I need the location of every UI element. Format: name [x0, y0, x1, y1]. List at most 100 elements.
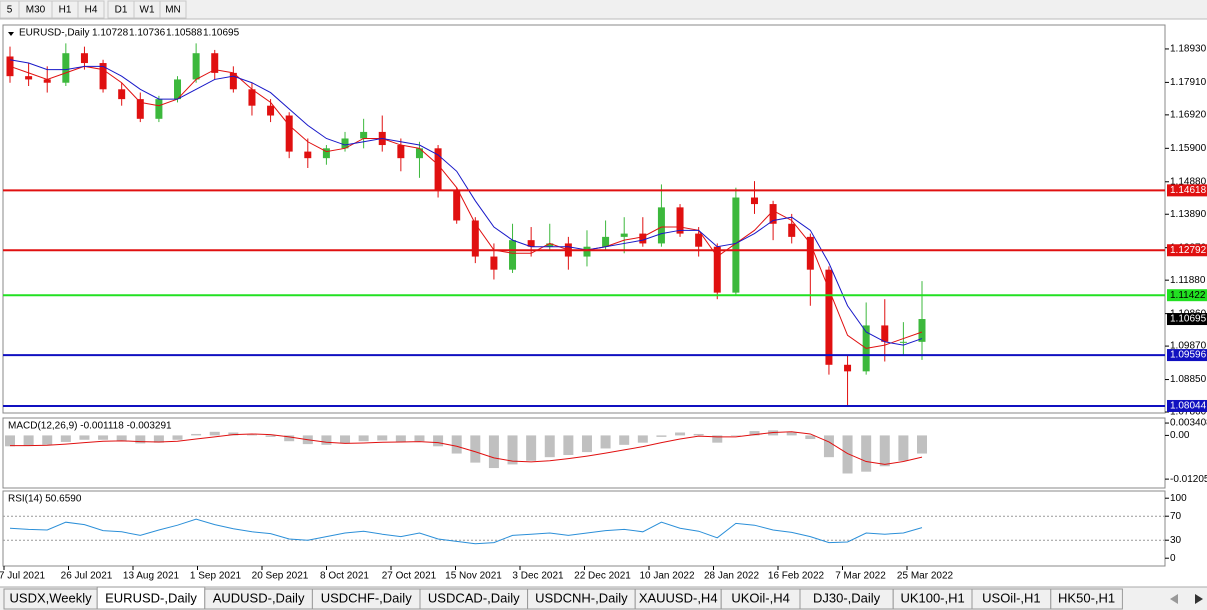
candle-body: [732, 197, 740, 293]
x-tick-label: 1 Sep 2021: [190, 571, 242, 582]
candle-body: [471, 220, 479, 257]
macd-panel: [2, 417, 1166, 489]
timeframe-button[interactable]: [159, 0, 187, 19]
candle-body: [750, 197, 758, 205]
tab-scroll-left: [1170, 594, 1178, 604]
candle-body: [248, 89, 256, 106]
timeframe-button[interactable]: [77, 0, 105, 19]
timeframe-label[interactable]: H4: [85, 5, 98, 16]
macd-bar: [321, 435, 332, 445]
macd-bar: [488, 435, 499, 469]
y-tick-label: 1.15900: [1170, 143, 1207, 154]
tab-label[interactable]: HK50-,H1: [1058, 590, 1115, 605]
timeframe-label[interactable]: H1: [59, 5, 72, 16]
tab-background[interactable]: [1050, 588, 1123, 610]
moving-average: [9, 65, 923, 349]
macd-bar: [451, 435, 462, 454]
macd-bar: [526, 435, 537, 461]
macd-bar: [265, 435, 276, 437]
tab[interactable]: AUDUSD-,Daily: [204, 588, 313, 610]
candle-body: [899, 341, 907, 343]
tab-label[interactable]: DJ30-,Daily: [813, 590, 881, 605]
candle-body: [304, 151, 312, 159]
candle-body: [43, 79, 51, 83]
macd-bar: [842, 435, 853, 474]
y-tick-label: 1.13890: [1170, 209, 1207, 220]
x-tick-label: 22 Dec 2021: [574, 571, 631, 582]
macd-bar: [340, 435, 351, 444]
tab-label[interactable]: USDX,Weekly: [10, 590, 93, 605]
tab-label[interactable]: UK100-,H1: [900, 590, 964, 605]
macd-bar: [600, 435, 611, 449]
candle-body: [285, 115, 293, 152]
candle-body: [881, 325, 889, 342]
tab-label[interactable]: EURUSD-,Daily: [105, 590, 197, 605]
macd-bar: [135, 435, 146, 444]
timeframe-label[interactable]: M30: [26, 5, 46, 16]
level-price-box: [1167, 349, 1207, 362]
tab[interactable]: HK50-,H1: [1050, 588, 1123, 610]
tab-label[interactable]: USDCHF-,Daily: [321, 590, 413, 605]
ohlc-value: 1.10736: [129, 28, 166, 39]
timeframe-label[interactable]: W1: [140, 5, 155, 16]
ohlc-value: 1.10695: [203, 28, 240, 39]
ohlc-value: 1.10728: [92, 28, 129, 39]
macd-bar: [581, 435, 592, 453]
tab[interactable]: UK100-,H1: [892, 588, 973, 610]
candle-body: [136, 99, 144, 119]
tab-label[interactable]: USDCNH-,Daily: [535, 590, 628, 605]
timeframe-label[interactable]: MN: [165, 5, 181, 16]
tab[interactable]: XAUUSD-,H4: [634, 588, 722, 610]
ohlc-value: 1.10588: [166, 28, 203, 39]
candle-body: [341, 138, 349, 149]
candle-body: [211, 53, 219, 73]
tab-label[interactable]: USOil-,H1: [982, 590, 1041, 605]
tab[interactable]: USDX,Weekly: [3, 588, 98, 610]
candle-body: [527, 240, 535, 247]
tab-label[interactable]: XAUUSD-,H4: [639, 590, 718, 605]
macd-bar: [563, 435, 574, 455]
y-tick-label: 1.18930: [1170, 44, 1207, 55]
x-tick-label: 20 Sep 2021: [252, 571, 309, 582]
macd-bar: [786, 432, 797, 436]
menu-arrow: [8, 32, 14, 36]
tab[interactable]: USOil-,H1: [971, 588, 1052, 610]
candle-body: [25, 76, 33, 80]
macd-bar: [433, 435, 444, 447]
timeframe-label[interactable]: D1: [115, 5, 128, 16]
candle-body: [155, 99, 163, 119]
tab[interactable]: EURUSD-,Daily: [96, 586, 206, 610]
tab[interactable]: USDCNH-,Daily: [527, 588, 636, 610]
macd-bar: [172, 435, 183, 440]
tab[interactable]: USDCHF-,Daily: [311, 588, 421, 610]
candle-body: [546, 243, 554, 247]
tab[interactable]: USDCAD-,Daily: [419, 588, 529, 610]
candle-body: [620, 233, 628, 237]
tab-label[interactable]: AUDUSD-,Daily: [213, 590, 305, 605]
tab-label[interactable]: USDCAD-,Daily: [428, 590, 520, 605]
y-tick-label: 100: [1170, 493, 1187, 504]
x-tick-label: 26 Jul 2021: [61, 571, 113, 582]
macd-bar: [879, 435, 890, 467]
candle-body: [267, 105, 275, 116]
tab-label[interactable]: UKOil-,H4: [731, 590, 790, 605]
tab-scroll-right: [1195, 594, 1203, 604]
level-price-box: [1167, 399, 1207, 412]
level-price-box: [1167, 244, 1207, 257]
candle-body: [788, 223, 796, 237]
macd-bar: [79, 435, 90, 440]
x-tick-label: 7 Mar 2022: [835, 571, 886, 582]
macd-bar: [619, 435, 630, 445]
macd-bar: [693, 433, 704, 436]
candle-body: [360, 131, 368, 139]
y-tick-label: 1.11880: [1170, 275, 1206, 286]
candle-body: [806, 236, 814, 270]
tab[interactable]: UKOil-,H4: [720, 588, 801, 610]
macd-bar: [191, 433, 202, 436]
candle-body: [583, 246, 591, 257]
macd-bar: [98, 435, 109, 440]
y-tick-label: 70: [1170, 511, 1182, 522]
timeframe-label[interactable]: 5: [7, 5, 13, 16]
tab[interactable]: DJ30-,Daily: [799, 588, 894, 610]
candle-body: [844, 364, 852, 372]
